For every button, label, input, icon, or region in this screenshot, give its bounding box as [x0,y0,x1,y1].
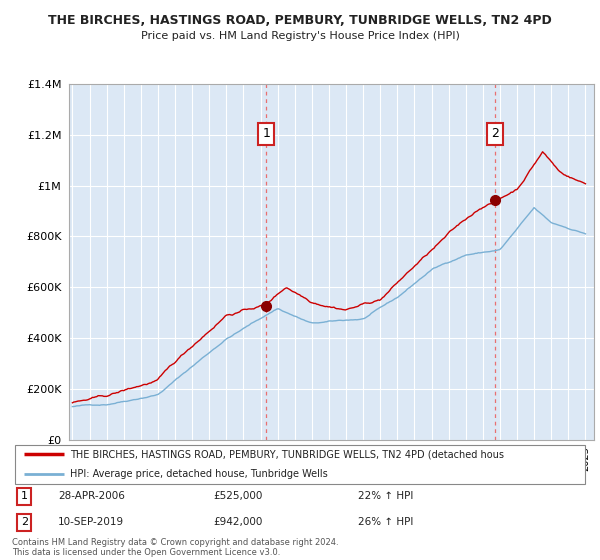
Text: THE BIRCHES, HASTINGS ROAD, PEMBURY, TUNBRIDGE WELLS, TN2 4PD: THE BIRCHES, HASTINGS ROAD, PEMBURY, TUN… [48,14,552,27]
Text: £525,000: £525,000 [214,491,263,501]
Text: 28-APR-2006: 28-APR-2006 [58,491,125,501]
Text: 2: 2 [491,127,499,141]
Text: 22% ↑ HPI: 22% ↑ HPI [358,491,413,501]
Text: Price paid vs. HM Land Registry's House Price Index (HPI): Price paid vs. HM Land Registry's House … [140,31,460,41]
Text: 2: 2 [20,517,28,528]
Text: 1: 1 [20,491,28,501]
Text: 26% ↑ HPI: 26% ↑ HPI [358,517,413,528]
Text: HPI: Average price, detached house, Tunbridge Wells: HPI: Average price, detached house, Tunb… [70,469,328,479]
Text: 10-SEP-2019: 10-SEP-2019 [58,517,124,528]
FancyBboxPatch shape [15,445,585,484]
Text: 1: 1 [262,127,270,141]
Text: THE BIRCHES, HASTINGS ROAD, PEMBURY, TUNBRIDGE WELLS, TN2 4PD (detached hous: THE BIRCHES, HASTINGS ROAD, PEMBURY, TUN… [70,449,503,459]
Text: £942,000: £942,000 [214,517,263,528]
Text: Contains HM Land Registry data © Crown copyright and database right 2024.
This d: Contains HM Land Registry data © Crown c… [12,538,338,557]
